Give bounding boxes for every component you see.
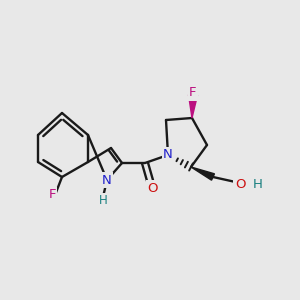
Text: H: H bbox=[253, 178, 263, 191]
Text: F: F bbox=[48, 188, 56, 202]
Text: H: H bbox=[99, 194, 107, 208]
Text: O: O bbox=[235, 178, 245, 191]
Polygon shape bbox=[188, 95, 197, 118]
Text: F: F bbox=[189, 86, 197, 100]
Text: O: O bbox=[148, 182, 158, 194]
Polygon shape bbox=[191, 167, 214, 180]
Text: N: N bbox=[102, 173, 112, 187]
Text: N: N bbox=[163, 148, 173, 161]
